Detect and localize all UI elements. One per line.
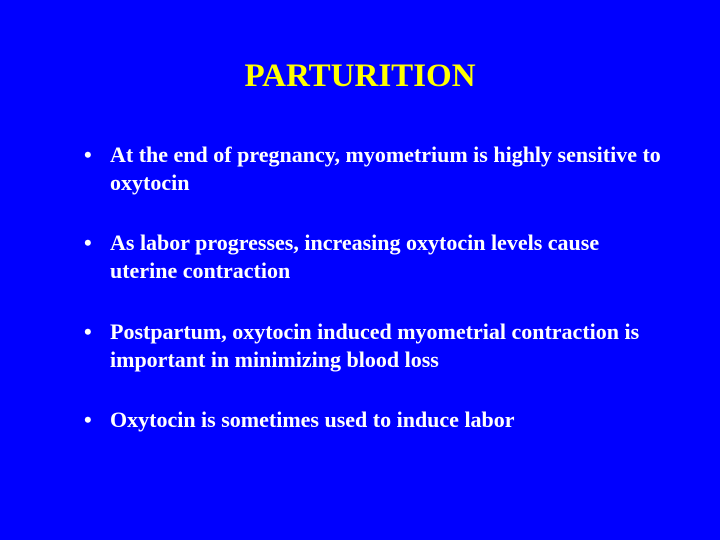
bullet-item: At the end of pregnancy, myometrium is h…	[84, 141, 670, 197]
bullet-item: Oxytocin is sometimes used to induce lab…	[84, 406, 670, 434]
bullet-item: Postpartum, oxytocin induced myometrial …	[84, 318, 670, 374]
bullet-list: At the end of pregnancy, myometrium is h…	[50, 141, 670, 434]
slide: PARTURITION At the end of pregnancy, myo…	[0, 0, 720, 540]
slide-title: PARTURITION	[50, 58, 670, 95]
bullet-item: As labor progresses, increasing oxytocin…	[84, 229, 670, 285]
